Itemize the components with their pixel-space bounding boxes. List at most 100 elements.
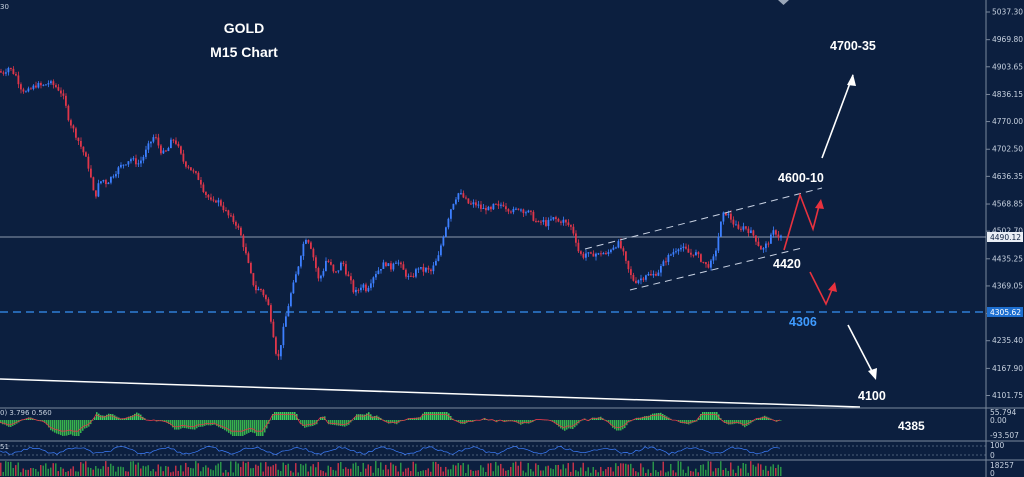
candle-body [675, 251, 677, 253]
oscillator-bar [14, 420, 16, 425]
volume-bar [710, 461, 712, 476]
volume-bar [662, 461, 664, 476]
volume-bar [292, 472, 294, 476]
oscillator-bar [294, 412, 296, 420]
candle-body [390, 263, 392, 270]
oscillator-bar [248, 420, 250, 433]
candle-body [105, 180, 107, 185]
volume-bar [330, 467, 332, 476]
volume-bar [692, 471, 694, 476]
oscillator-bar [756, 418, 758, 420]
volume-bar [642, 467, 644, 476]
oscillator-bar [560, 420, 562, 429]
volume-bar [362, 462, 364, 476]
oscillator-bar [320, 417, 322, 420]
volume-bar [390, 462, 392, 476]
oscillator-bar [290, 412, 292, 420]
scroll-marker-icon[interactable] [778, 0, 789, 5]
oscillator-bar [434, 412, 436, 420]
candle-body [680, 248, 682, 250]
candle-body [90, 168, 92, 178]
volume-bar [630, 463, 632, 476]
oscillator-bar [52, 420, 54, 432]
candle-body [165, 150, 167, 152]
oscillator-bar [576, 420, 578, 426]
oscillator-bar [100, 415, 102, 420]
volume-bar [582, 462, 584, 476]
oscillator-bar [86, 420, 88, 428]
candle-body [75, 128, 77, 138]
candle-body [437, 255, 440, 261]
candle-body [500, 204, 502, 206]
oscillator-bar [760, 417, 762, 420]
volume-bar [90, 467, 92, 476]
candle-body [750, 230, 752, 234]
oscillator-bar [572, 420, 574, 429]
volume-bar [220, 461, 222, 476]
indicator-tick-bottom: 0 [990, 451, 995, 460]
oscillator-bar [84, 420, 86, 429]
candle-body [330, 261, 332, 265]
volume-bar [222, 472, 224, 476]
oscillator-bar [26, 418, 28, 420]
volume-bar [770, 466, 772, 476]
candle-body [440, 245, 442, 256]
oscillator-bar [344, 420, 346, 427]
candle-body [662, 261, 665, 266]
candle-body [60, 90, 62, 94]
volume-bar [562, 464, 564, 476]
oscillator-bar [390, 420, 392, 424]
oscillator-bar [696, 420, 698, 422]
oscillator-bar [634, 419, 636, 420]
candle-body [400, 262, 402, 265]
candle-body [235, 221, 237, 226]
oscillator-bar [514, 420, 516, 422]
volume-bar [542, 470, 544, 476]
volume-bar [752, 464, 754, 476]
volume-bar [547, 465, 549, 476]
candle-body [365, 284, 367, 292]
candle-body [710, 260, 712, 268]
oscillator-bar [62, 420, 64, 436]
oscillator-bar [210, 420, 212, 426]
candle-body [12, 68, 15, 75]
candle-body [285, 316, 287, 327]
oscillator-bar [372, 416, 374, 420]
oscillator-bar [758, 417, 760, 420]
candle-body [362, 284, 365, 288]
volume-bar [570, 471, 572, 476]
volume-bar [535, 463, 537, 476]
oscillator-bar [136, 412, 138, 420]
oscillator-bar [598, 417, 600, 420]
volume-bar [100, 468, 102, 476]
candle-body [120, 164, 122, 168]
oscillator-bar [334, 420, 336, 426]
candle-body [715, 250, 717, 257]
candle-body [345, 264, 347, 275]
candle-body [282, 326, 285, 346]
volume-bar [640, 463, 642, 476]
oscillator-bar [460, 420, 462, 424]
up-target-arrowhead-icon [847, 74, 856, 86]
oscillator-bar [650, 414, 652, 420]
candle-body [597, 253, 600, 255]
volume-bar [307, 471, 309, 476]
volume-bar [252, 468, 254, 476]
volume-bar [410, 471, 412, 476]
oscillator-bar [420, 417, 422, 420]
candle-body [220, 200, 222, 206]
oscillator-bar [592, 417, 594, 420]
candle-body [315, 257, 317, 269]
candle-body [102, 180, 105, 182]
volume-bar [495, 461, 497, 476]
volume-bar [420, 471, 422, 476]
volume-bar [647, 469, 649, 476]
oscillator-bar [98, 413, 100, 420]
oscillator-bar [318, 420, 320, 421]
oscillator-bar [182, 420, 184, 428]
oscillator-bar [424, 412, 426, 420]
candle-body [227, 210, 230, 216]
candle-body [505, 206, 507, 210]
volume-bar [360, 471, 362, 476]
volume-bar [527, 463, 529, 476]
